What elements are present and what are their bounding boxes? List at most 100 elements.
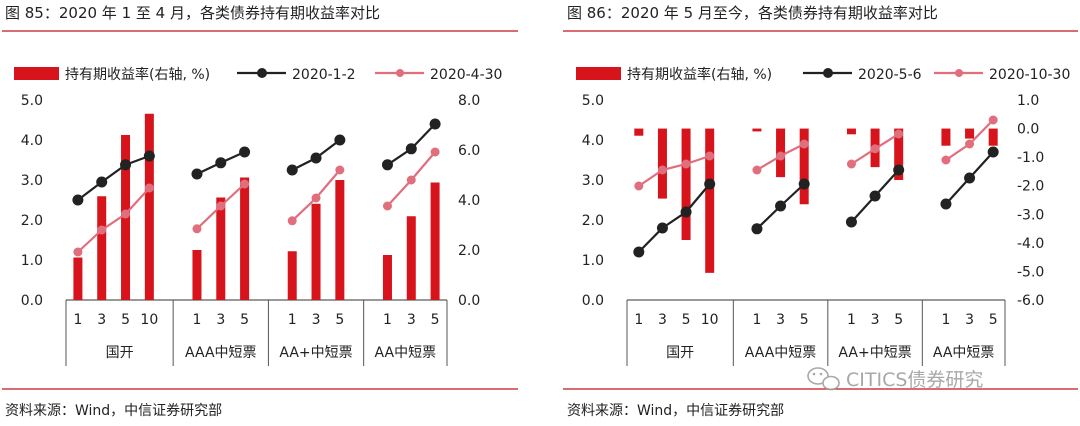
left-axis-tick-label: 4.0 <box>21 133 43 149</box>
right-axis-tick-label: -2.0 <box>1017 179 1044 195</box>
series-point <box>240 179 250 189</box>
left-axis-tick-label: 0.0 <box>21 293 43 309</box>
group-label: AAA中短票 <box>185 345 257 361</box>
series-point <box>216 201 226 211</box>
bar <box>192 250 202 300</box>
series-line <box>77 187 151 253</box>
figure-86: 图 86：2020 年 5 月至今，各类债券持有期收益率对比 持有期收益率(右轴… <box>563 4 1078 419</box>
figure-title: 图 86：2020 年 5 月至今，各类债券持有期收益率对比 <box>567 4 938 22</box>
tenor-label: 5 <box>240 312 249 328</box>
tenor-label: 5 <box>121 312 130 328</box>
right-axis-tick-label: 6.0 <box>458 143 480 159</box>
tenor-label: 1 <box>634 312 643 328</box>
legend-line1-marker <box>257 68 267 78</box>
right-axis-tick-label: 0.0 <box>458 293 480 309</box>
bar <box>287 251 297 300</box>
series-point <box>406 175 416 185</box>
series-point <box>775 200 787 212</box>
figure-title: 图 85：2020 年 1 至 4 月，各类债券持有期收益率对比 <box>5 4 380 22</box>
legend-line2-marker <box>396 69 404 77</box>
legend-line1-label: 2020-5-6 <box>858 67 922 83</box>
tenor-label: 1 <box>288 312 297 328</box>
series-point <box>335 165 345 175</box>
left-axis-tick-label: 4.0 <box>582 133 604 149</box>
group-label: AA+中短票 <box>279 345 352 361</box>
legend-line2-label: 2020-4-30 <box>430 67 502 83</box>
series-point <box>430 147 440 157</box>
legend-line2-label: 2020-10-30 <box>989 67 1070 83</box>
bar <box>382 255 392 300</box>
tenor-label: 3 <box>407 312 416 328</box>
series-point <box>239 146 251 158</box>
bar <box>965 128 975 139</box>
legend-line1-marker <box>823 68 833 78</box>
tenor-label: 1 <box>941 312 950 328</box>
tenor-label: 3 <box>776 312 785 328</box>
bar <box>894 128 904 180</box>
tenor-label: 3 <box>97 312 106 328</box>
left-axis-tick-label: 3.0 <box>582 173 604 189</box>
left-axis-tick-label: 1.0 <box>21 253 43 269</box>
tenor-label: 5 <box>682 312 691 328</box>
tenor-label: 1 <box>847 312 856 328</box>
series-point <box>846 159 856 169</box>
bar <box>941 128 951 146</box>
group-label: 国开 <box>666 345 694 361</box>
series-point <box>381 159 393 171</box>
series-point <box>964 172 976 184</box>
series-point <box>894 129 904 139</box>
right-axis-tick-label: -1.0 <box>1017 150 1044 166</box>
legend-bar-swatch <box>14 67 59 80</box>
series-point <box>633 246 645 258</box>
series-point <box>988 115 998 125</box>
right-axis-tick-label: -4.0 <box>1017 236 1044 252</box>
legend-bar-label: 持有期收益率(右轴, %) <box>627 66 772 83</box>
series-point <box>798 178 810 190</box>
series-point <box>192 224 202 234</box>
tenor-label: 5 <box>894 312 903 328</box>
left-axis-tick-label: 3.0 <box>21 173 43 189</box>
series-point <box>73 247 83 257</box>
wechat-icon <box>807 367 840 391</box>
series-point <box>120 159 132 171</box>
left-axis-tick-label: 2.0 <box>582 213 604 229</box>
watermark-text: CITICS债券研究 <box>846 369 983 391</box>
series-point <box>144 183 154 193</box>
bar <box>752 128 762 132</box>
tenor-label: 1 <box>752 312 761 328</box>
series-point <box>941 155 951 165</box>
left-axis-tick-label: 5.0 <box>21 93 43 109</box>
figure-85: 图 85：2020 年 1 至 4 月，各类债券持有期收益率对比 持有期收益率(… <box>2 4 518 419</box>
series-point <box>705 151 715 161</box>
bar <box>657 128 667 199</box>
bar <box>73 257 83 300</box>
bar <box>681 128 691 240</box>
left-axis-tick-label: 0.0 <box>582 293 604 309</box>
tenor-label: 10 <box>701 312 719 328</box>
series-point <box>334 134 346 146</box>
series-line <box>638 183 711 253</box>
right-axis-tick-label: 8.0 <box>458 93 480 109</box>
series-point <box>845 216 857 228</box>
series-point <box>893 164 905 176</box>
source-note: 资料来源：Wind，中信证券研究部 <box>567 403 784 419</box>
tenor-label: 3 <box>965 312 974 328</box>
right-axis-tick-label: -3.0 <box>1017 207 1044 223</box>
bar <box>97 196 107 300</box>
series-point <box>870 144 880 154</box>
right-axis-tick-label: 0.0 <box>1017 122 1039 138</box>
tenor-label: 3 <box>658 312 667 328</box>
group-label: AAA中短票 <box>745 345 817 361</box>
legend-line2-marker <box>955 69 963 77</box>
series-point <box>311 193 321 203</box>
bar <box>144 113 154 300</box>
bar <box>311 203 321 300</box>
series-line <box>77 154 150 201</box>
plot-area: 0.0 1.0 2.0 3.0 4.0 5.0 -6.0 -5.0 -4.0 -3.0 -2.0 -1… <box>582 93 1044 366</box>
legend: 持有期收益率(右轴, %) 2020-5-6 2020-10-30 <box>576 66 1070 83</box>
bar <box>988 128 998 146</box>
series-point <box>965 139 975 149</box>
series-point <box>752 165 762 175</box>
